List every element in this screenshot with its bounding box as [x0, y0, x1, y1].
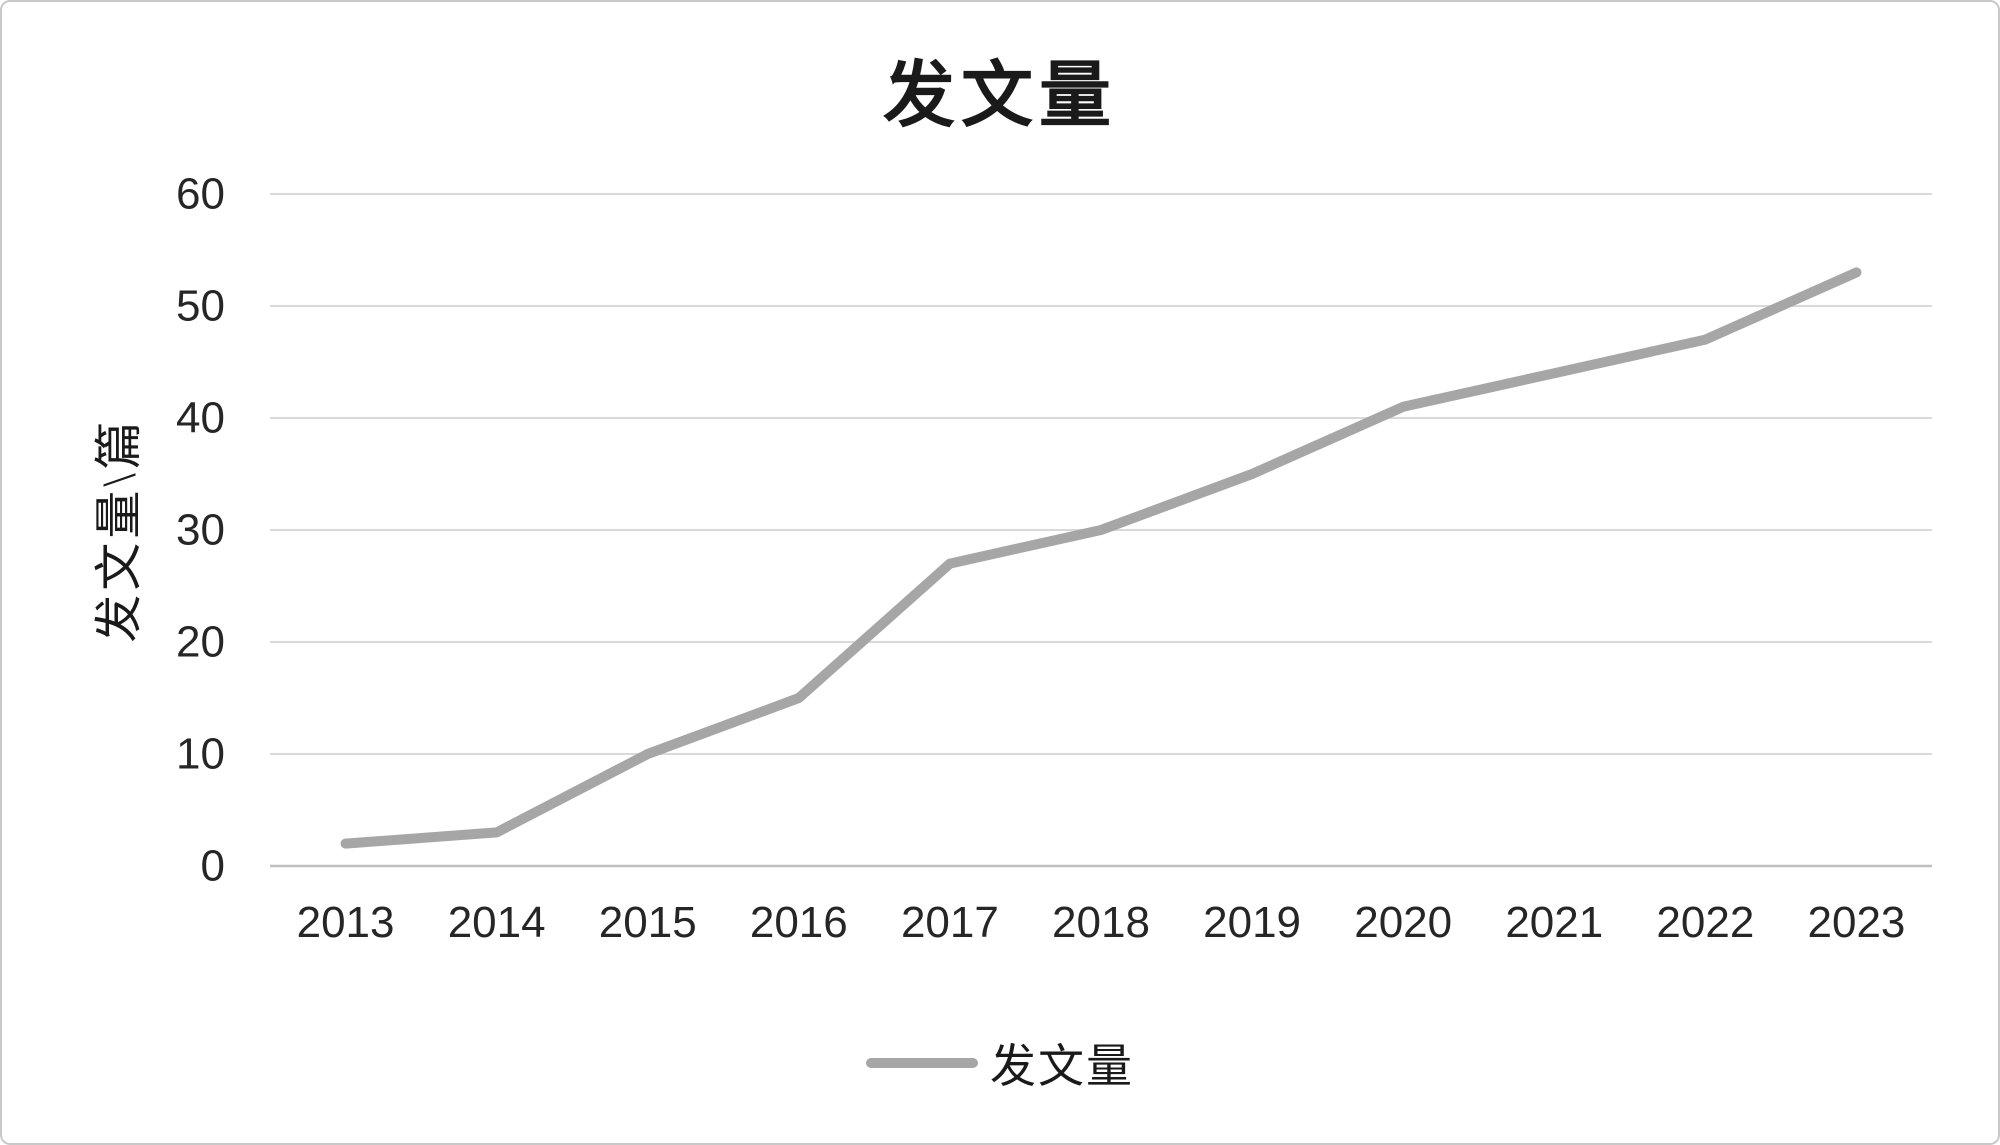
x-tick-label: 2020: [1354, 898, 1452, 947]
series-line: [340, 267, 1862, 849]
x-tick-label: 2021: [1505, 898, 1603, 947]
x-tick-label: 2015: [599, 898, 697, 947]
y-tick-label: 60: [176, 170, 225, 219]
y-tick-label: 50: [176, 282, 225, 331]
y-tick-label: 40: [176, 394, 225, 443]
x-tick-label: 2018: [1052, 898, 1150, 947]
x-tick-label: 2023: [1808, 898, 1906, 947]
x-tick-label: 2016: [750, 898, 848, 947]
x-tick-label: 2022: [1656, 898, 1754, 947]
chart-title: 发文量: [882, 56, 1117, 136]
y-tick-label: 10: [176, 730, 225, 779]
y-tick-label: 0: [201, 842, 225, 891]
x-tick-label: 2017: [901, 898, 999, 947]
x-tick-label: 2019: [1203, 898, 1301, 947]
legend-line-swatch: [866, 1058, 978, 1068]
legend-series-label: 发文量: [990, 1041, 1134, 1092]
y-tick-label: 20: [176, 618, 225, 667]
y-tick-label: 30: [176, 506, 225, 555]
legend: 发文量: [2, 1030, 1998, 1096]
x-tick-label: 2014: [448, 898, 546, 947]
x-tick-label: 2013: [297, 898, 395, 947]
